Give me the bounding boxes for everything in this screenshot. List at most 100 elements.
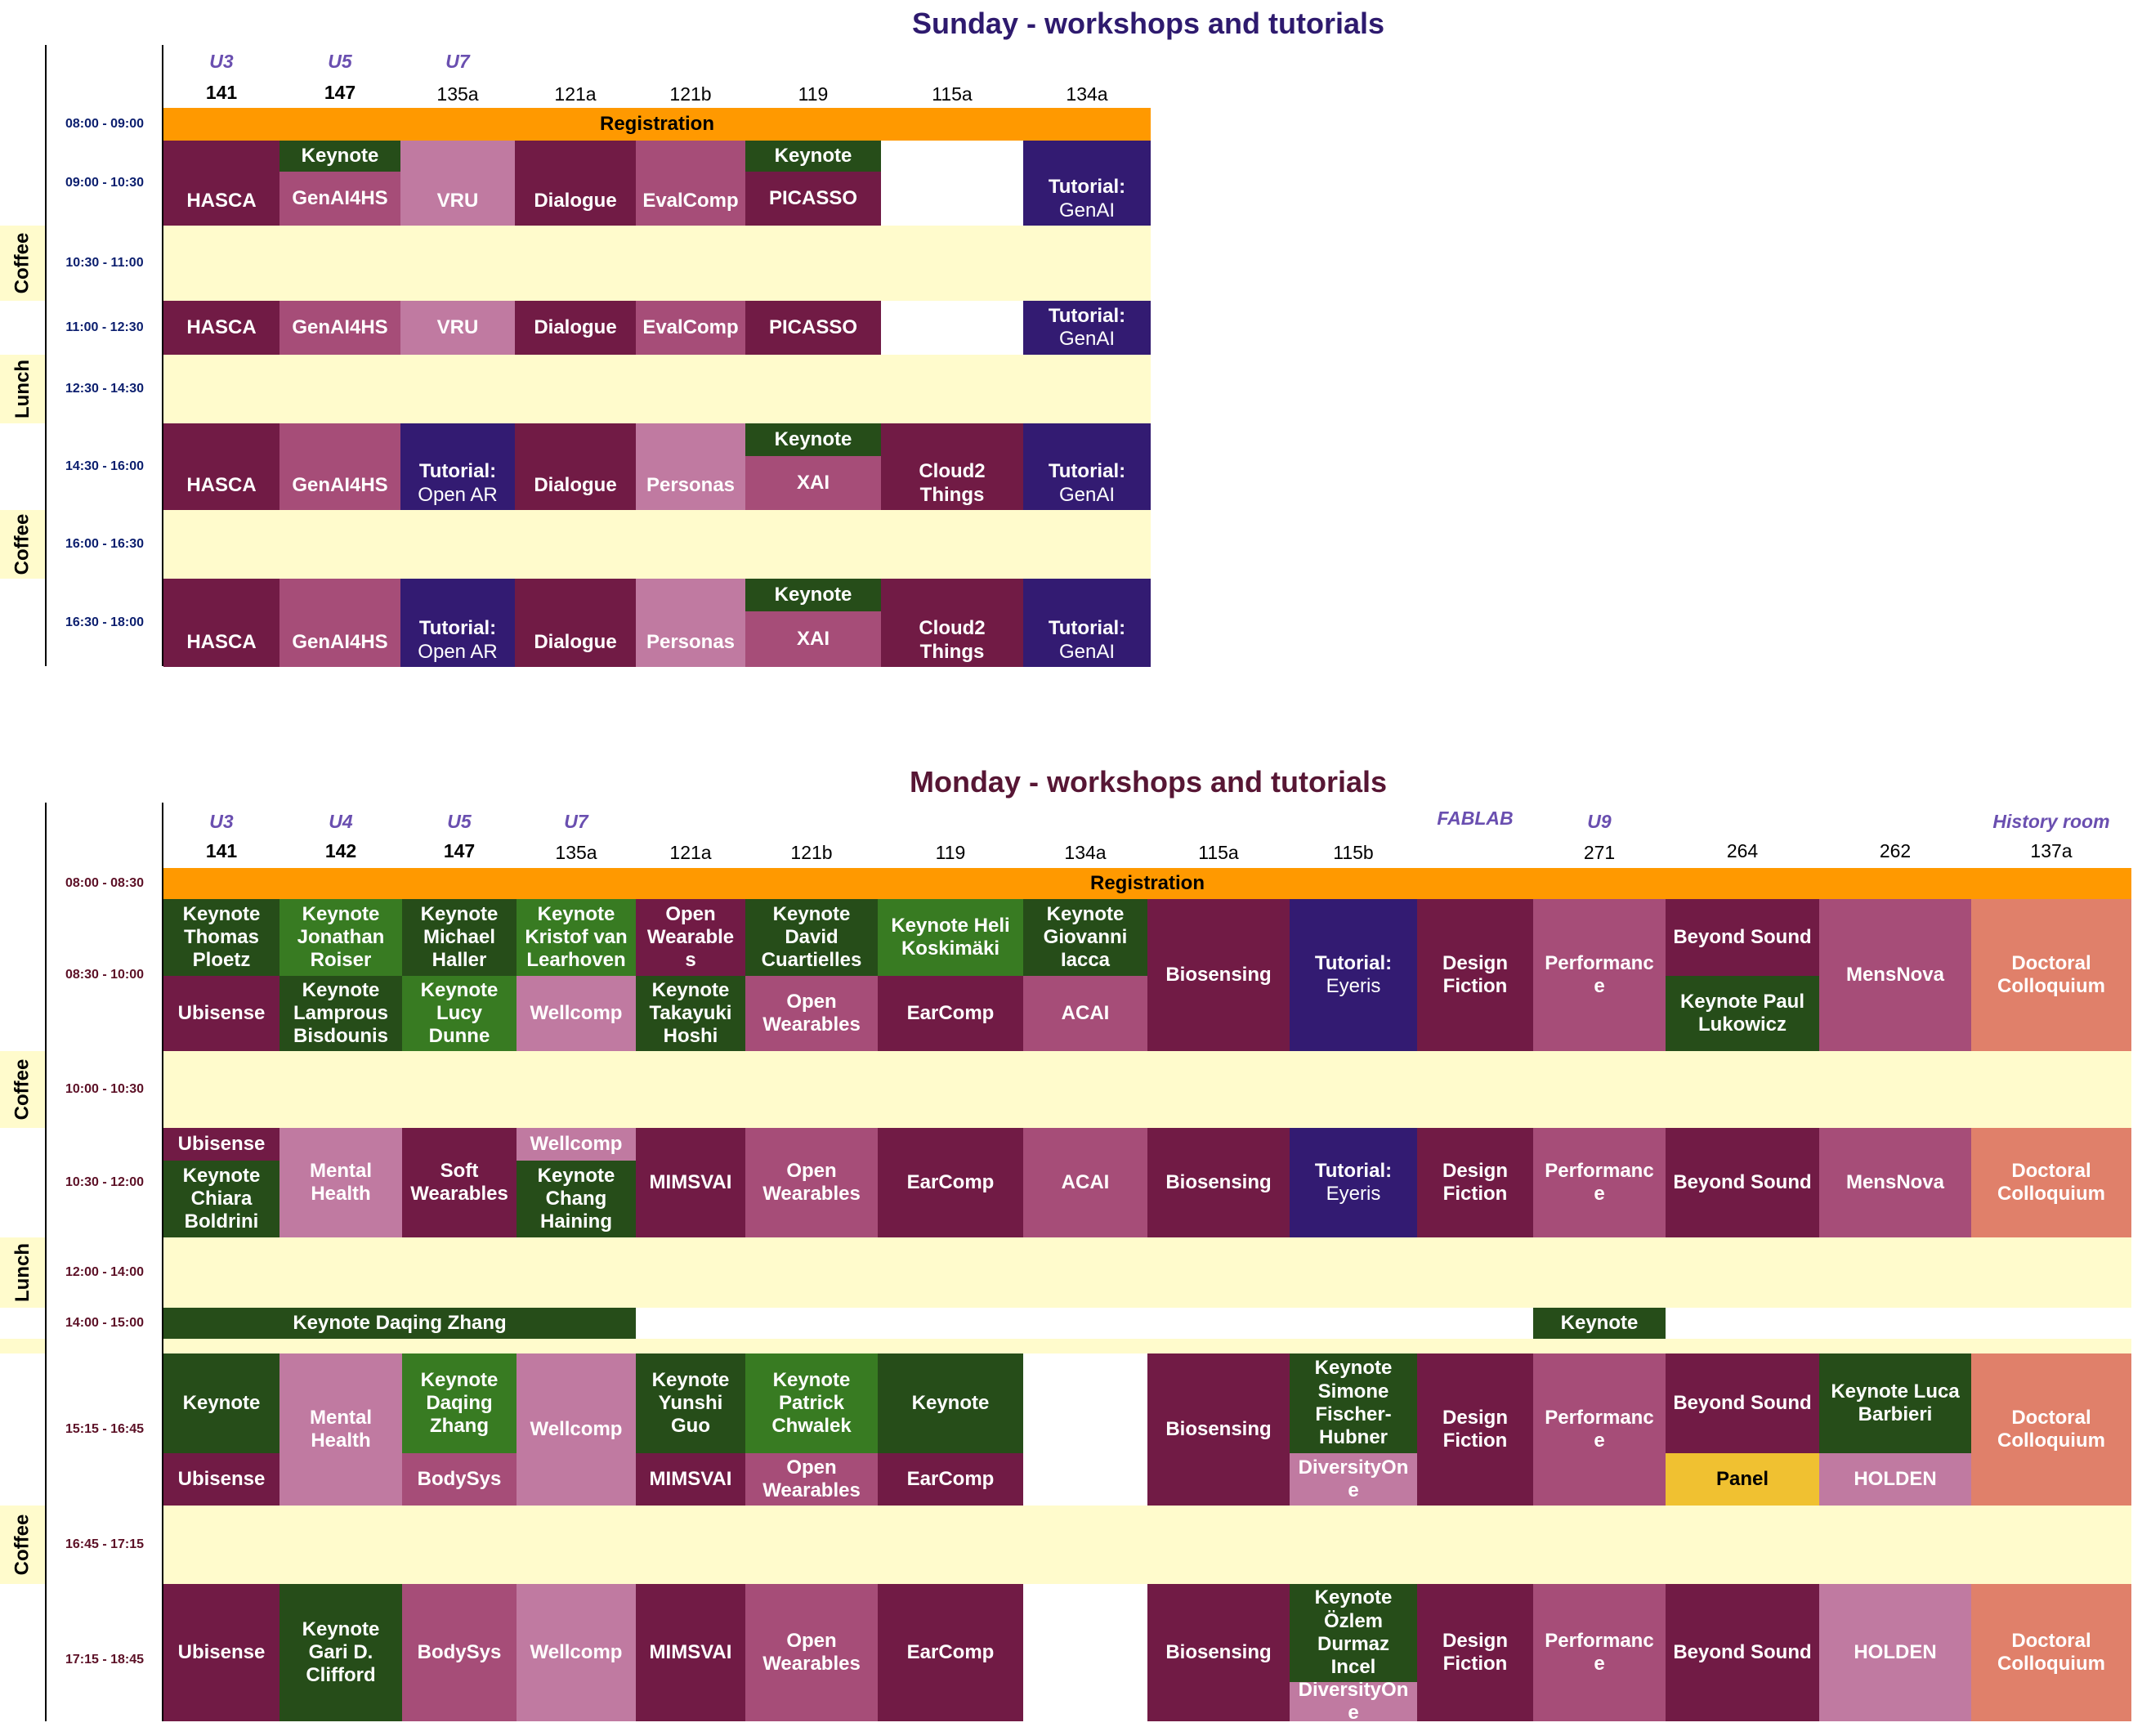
keynote-jonathan-roiser[interactable]: Keynote Jonathan Roiser (279, 899, 402, 976)
session-evalcomp[interactable]: EvalComp (636, 141, 745, 226)
session-performance[interactable]: Performanc e (1533, 1128, 1666, 1237)
session-acai[interactable]: ACAI (1023, 1128, 1147, 1237)
keynote-label[interactable]: Keynote (878, 1353, 1023, 1453)
session-mimsvai[interactable]: MIMSVAI (636, 1453, 745, 1506)
session-design-fiction[interactable]: Design Fiction (1417, 899, 1533, 1051)
session-design-fiction[interactable]: Design Fiction (1417, 1353, 1533, 1506)
session-mental-health[interactable]: Mental Health (279, 1353, 402, 1506)
keynote-heli-koskimaki[interactable]: Keynote Heli Koskimäki (878, 899, 1023, 976)
session-dialogue[interactable]: Dialogue (515, 423, 636, 510)
session-hasca[interactable]: HASCA (163, 423, 279, 510)
tutorial-eyeris[interactable]: Tutorial: Eyeris (1290, 899, 1417, 1051)
keynote-luca-barbieri[interactable]: Keynote Luca Barbieri (1819, 1353, 1971, 1453)
keynote-simone-fischer-hubner[interactable]: Keynote Simone Fischer- Hubner (1290, 1353, 1417, 1453)
keynote-david-cuartielles[interactable]: Keynote David Cuartielles (745, 899, 878, 976)
session-beyond-sound[interactable]: Beyond Sound (1666, 1584, 1819, 1721)
tutorial-open-ar[interactable]: Tutorial: Open AR (400, 423, 515, 510)
session-earcomp[interactable]: EarComp (878, 1584, 1023, 1721)
session-diversityone[interactable]: DiversityOn e (1290, 1453, 1417, 1506)
session-soft-wearables[interactable]: Soft Wearables (402, 1128, 517, 1237)
session-earcomp[interactable]: EarComp (878, 1453, 1023, 1506)
keynote-yunshi-guo[interactable]: Keynote Yunshi Guo (636, 1353, 745, 1453)
session-biosensing[interactable]: Biosensing (1147, 899, 1290, 1051)
session-mimsvai[interactable]: MIMSVAI (636, 1128, 745, 1237)
keynote-michael-haller[interactable]: Keynote Michael Haller (402, 899, 517, 976)
session-picasso[interactable]: PICASSO (745, 301, 881, 355)
keynote-label[interactable]: Keynote (163, 1353, 279, 1453)
session-design-fiction[interactable]: Design Fiction (1417, 1584, 1533, 1721)
session-earcomp[interactable]: EarComp (878, 976, 1023, 1051)
keynote-lamprous-bisdounis[interactable]: Keynote Lamprous Bisdounis (279, 976, 402, 1051)
keynote-giovanni-iacca[interactable]: Keynote Giovanni Iacca (1023, 899, 1147, 976)
keynote-label[interactable]: Keynote (279, 141, 400, 172)
keynote-ozlem-durmaz-incel[interactable]: Keynote Özlem Durmaz Incel (1290, 1584, 1417, 1682)
session-vru[interactable]: VRU (400, 301, 515, 355)
session-picasso[interactable]: PICASSO (745, 172, 881, 226)
session-biosensing[interactable]: Biosensing (1147, 1128, 1290, 1237)
session-performance[interactable]: Performanc e (1533, 1584, 1666, 1721)
session-evalcomp[interactable]: EvalComp (636, 301, 745, 355)
session-dialogue[interactable]: Dialogue (515, 141, 636, 226)
tutorial-eyeris[interactable]: Tutorial: Eyeris (1290, 1128, 1417, 1237)
session-xai[interactable]: XAI (745, 456, 881, 510)
session-ubisense[interactable]: Ubisense (163, 1584, 279, 1721)
session-xai[interactable]: XAI (745, 611, 881, 667)
tutorial-genai[interactable]: Tutorial: GenAI (1023, 141, 1151, 226)
keynote-chang-haining[interactable]: Keynote Chang Haining (517, 1161, 636, 1237)
session-hasca[interactable]: HASCA (163, 301, 279, 355)
session-panel[interactable]: Panel (1666, 1453, 1819, 1506)
keynote-daqing-zhang[interactable]: Keynote Daqing Zhang (402, 1353, 517, 1453)
session-diversityone[interactable]: DiversityOn e (1290, 1682, 1417, 1721)
session-wellcomp[interactable]: Wellcomp (517, 1584, 636, 1721)
session-acai[interactable]: ACAI (1023, 976, 1147, 1051)
session-genai4hs[interactable]: GenAI4HS (279, 579, 400, 667)
session-dialogue[interactable]: Dialogue (515, 301, 636, 355)
session-ubisense[interactable]: Ubisense (163, 976, 279, 1051)
session-beyond-sound[interactable]: Beyond Sound (1666, 899, 1819, 976)
session-earcomp[interactable]: EarComp (878, 1128, 1023, 1237)
session-mimsvai[interactable]: MIMSVAI (636, 1584, 745, 1721)
session-wellcomp[interactable]: Wellcomp (517, 976, 636, 1051)
session-personas[interactable]: Personas (636, 423, 745, 510)
keynote-lucy-dunne[interactable]: Keynote Lucy Dunne (402, 976, 517, 1051)
keynote-takayuki-hoshi[interactable]: Keynote Takayuki Hoshi (636, 976, 745, 1051)
session-wellcomp[interactable]: Wellcomp (517, 1128, 636, 1161)
session-hasca[interactable]: HASCA (163, 141, 279, 226)
session-beyond-sound[interactable]: Beyond Sound (1666, 1353, 1819, 1453)
tutorial-genai[interactable]: Tutorial: GenAI (1023, 423, 1151, 510)
session-bodysys[interactable]: BodySys (402, 1584, 517, 1721)
session-hasca[interactable]: HASCA (163, 579, 279, 667)
session-genai4hs[interactable]: GenAI4HS (279, 301, 400, 355)
session-ubisense[interactable]: Ubisense (163, 1128, 279, 1161)
keynote-u9[interactable]: Keynote (1533, 1308, 1666, 1339)
session-personas[interactable]: Personas (636, 579, 745, 667)
session-performance[interactable]: Performanc e (1533, 1353, 1666, 1506)
session-doctoral-colloquium[interactable]: Doctoral Colloquium (1971, 899, 2131, 1051)
keynote-thomas-ploetz[interactable]: Keynote Thomas Ploetz (163, 899, 279, 976)
session-mental-health[interactable]: Mental Health (279, 1128, 402, 1237)
session-vru[interactable]: VRU (400, 141, 515, 226)
keynote-label[interactable]: Keynote (745, 423, 881, 456)
session-genai4hs[interactable]: GenAI4HS (279, 423, 400, 510)
session-wellcomp[interactable]: Wellcomp (517, 1353, 636, 1506)
keynote-patrick-chwalek[interactable]: Keynote Patrick Chwalek (745, 1353, 878, 1453)
session-performance[interactable]: Performanc e (1533, 899, 1666, 1051)
session-cloud2things[interactable]: Cloud2 Things (881, 423, 1023, 510)
keynote-daqing-zhang-plenary[interactable]: Keynote Daqing Zhang (163, 1308, 636, 1339)
session-holden[interactable]: HOLDEN (1819, 1453, 1971, 1506)
tutorial-genai[interactable]: Tutorial: GenAI (1023, 301, 1151, 355)
keynote-gari-d-clifford[interactable]: Keynote Gari D. Clifford (279, 1584, 402, 1721)
session-beyond-sound[interactable]: Beyond Sound (1666, 1128, 1819, 1237)
keynote-kristof-van-learhoven[interactable]: Keynote Kristof van Learhoven (517, 899, 636, 976)
keynote-label[interactable]: Keynote (745, 579, 881, 611)
session-biosensing[interactable]: Biosensing (1147, 1353, 1290, 1506)
session-bodysys[interactable]: BodySys (402, 1453, 517, 1506)
session-doctoral-colloquium[interactable]: Doctoral Colloquium (1971, 1584, 2131, 1721)
session-doctoral-colloquium[interactable]: Doctoral Colloquium (1971, 1353, 2131, 1506)
session-biosensing[interactable]: Biosensing (1147, 1584, 1290, 1721)
keynote-paul-lukowicz[interactable]: Keynote Paul Lukowicz (1666, 976, 1819, 1051)
